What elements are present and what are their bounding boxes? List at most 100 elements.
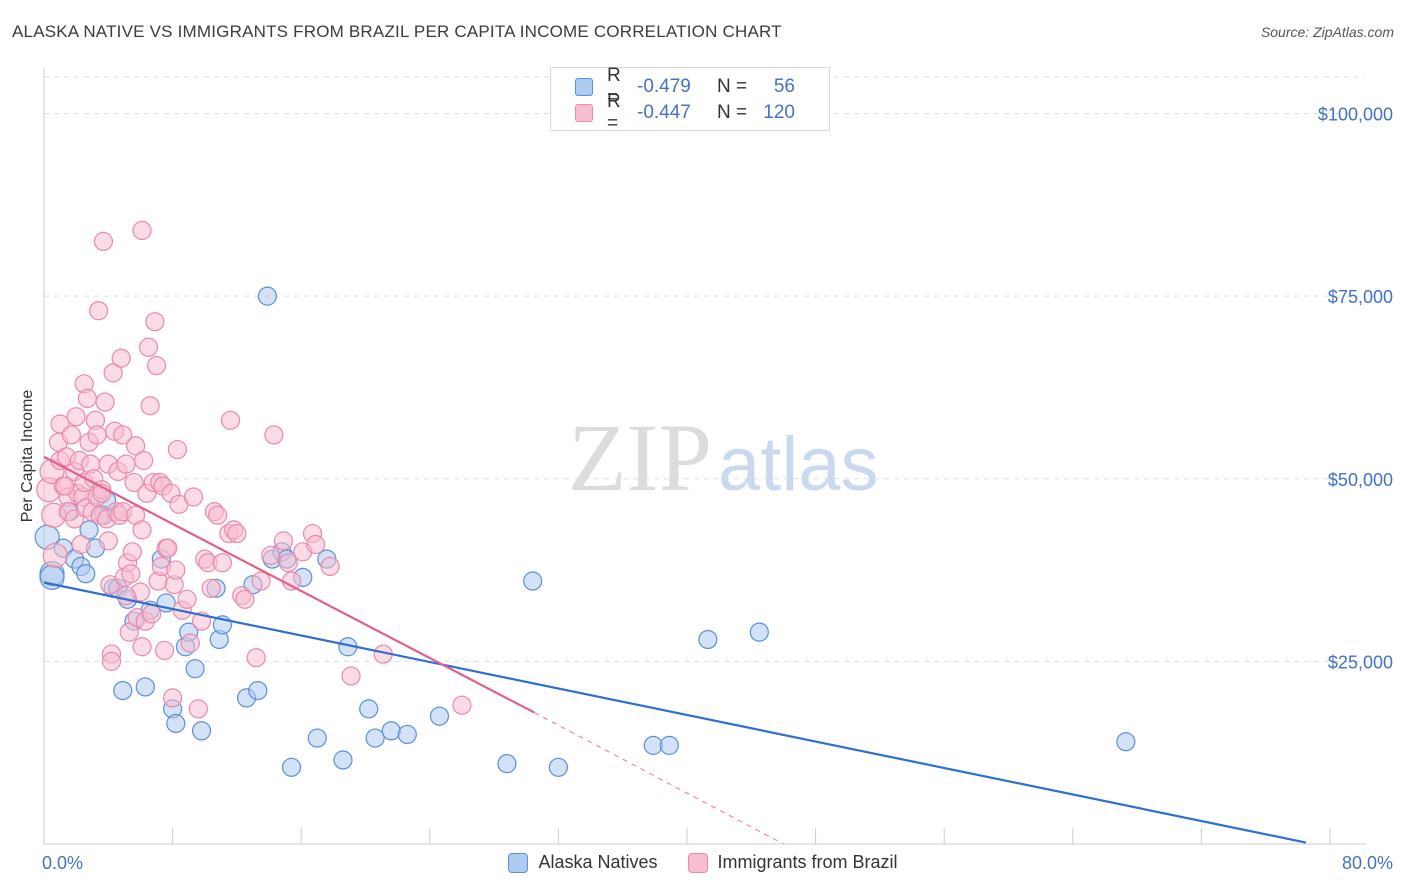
alaska-native-point	[113, 680, 133, 701]
legend-label-brazil: Immigrants from Brazil	[717, 852, 898, 872]
watermark-atlas: atlas	[718, 422, 879, 507]
brazil-immigrant-point	[55, 476, 75, 496]
alaska-native-point	[659, 735, 679, 755]
y-tick-label: $25,000	[1328, 652, 1393, 672]
brazil-immigrant-point	[320, 556, 340, 577]
brazil-immigrant-point	[42, 542, 68, 569]
legend-swatch-alaska	[508, 852, 529, 873]
chart-title: ALASKA NATIVE VS IMMIGRANTS FROM BRAZIL …	[12, 22, 782, 41]
brazil-immigrant-point	[142, 604, 162, 624]
brazil-immigrant-point	[220, 410, 241, 430]
brazil-immigrant-point	[273, 531, 294, 551]
legend-n-label: N =	[717, 76, 748, 97]
brazil-immigrant-point	[66, 407, 86, 427]
brazil-immigrant-point	[163, 688, 183, 708]
legend-swatch-brazil	[575, 104, 593, 122]
alaska-native-point	[333, 750, 353, 770]
brazil-immigrant-point	[158, 538, 178, 558]
brazil-immigrant-point	[111, 348, 131, 368]
brazil-immigrant-point	[281, 571, 302, 591]
alaska-native-point	[548, 757, 569, 777]
correlation-legend: R = -0.479 N = 56 R = -0.447 N = 120	[550, 65, 830, 134]
brazil-immigrant-point	[116, 586, 136, 606]
x-tick-label-min: 0.0%	[42, 853, 83, 873]
alaska-native-point	[359, 699, 379, 719]
alaska-native-point	[397, 724, 417, 745]
legend-item-immigrants-from-brazil: Immigrants from Brazil	[687, 852, 898, 873]
brazil-immigrant-point	[121, 564, 141, 584]
brazil-trend-line	[43, 455, 535, 714]
y-tick-label: $50,000	[1328, 470, 1393, 490]
axes	[43, 68, 1366, 845]
alaska-native-point	[698, 629, 718, 650]
brazil-immigrant-point	[145, 312, 165, 332]
alaska-native-point	[523, 571, 543, 591]
brazil-immigrant-point	[89, 301, 109, 321]
y-tick-label: $75,000	[1328, 287, 1393, 307]
brazil-immigrant-point	[212, 553, 233, 573]
alaska-native-point	[248, 680, 268, 701]
legend-r-label: R =	[607, 91, 621, 134]
legend-label-alaska: Alaska Natives	[538, 852, 658, 872]
brazil-immigrant-point	[146, 355, 167, 376]
brazil-immigrant-point	[132, 520, 152, 540]
brazil-immigrant-point	[208, 505, 228, 525]
x-tick-label-max: 80.0%	[1342, 853, 1393, 873]
brazil-immigrant-point	[306, 534, 326, 555]
brazil-immigrant-point	[116, 454, 136, 474]
alaska-native-point	[76, 564, 96, 584]
watermark-zip: ZIP	[568, 404, 712, 511]
tick-labels: $25,000 $50,000 $75,000 $100,000 0.0% 80.0%	[42, 105, 1393, 873]
brazil-immigrant-point	[61, 425, 81, 445]
brazil-immigrant-point	[93, 231, 114, 251]
brazil-immigrant-point	[452, 695, 472, 715]
alaska-native-point	[166, 713, 186, 734]
brazil-immigrant-point	[132, 637, 152, 657]
brazil-immigrant-point	[138, 337, 159, 357]
brazil-immigrant-point	[132, 220, 152, 240]
legend-swatch-alaska	[575, 78, 593, 96]
brazil-immigrant-point	[166, 560, 186, 580]
brazil-immigrant-point	[134, 450, 154, 471]
legend-r-label: R =	[607, 65, 621, 108]
brazil-immigrant-point	[177, 589, 197, 609]
brazil-trend-extension	[534, 711, 784, 845]
alaska-native-point	[307, 728, 327, 748]
gridlines	[44, 76, 1366, 662]
brazil-immigrant-point	[122, 542, 143, 562]
legend-item-alaska-natives: Alaska Natives	[508, 852, 658, 873]
legend-n-value: 56	[773, 76, 795, 97]
brazil-immigrant-point	[264, 425, 284, 445]
brazil-immigrant-point	[103, 363, 123, 383]
alaska-native-point	[257, 286, 278, 306]
alaska-native-point	[429, 706, 450, 726]
alaska-native-point	[365, 728, 385, 748]
brazil-immigrant-point	[167, 439, 188, 460]
alaska-native-point	[79, 520, 99, 540]
brazil-immigrant-point	[341, 666, 361, 686]
brazil-immigrant-point	[154, 640, 175, 661]
alaska-native-point	[749, 622, 769, 642]
alaska-trend-line	[43, 581, 1307, 844]
legend-row-brazil: R = -0.447 N = 120	[575, 91, 795, 134]
brazil-immigrant-point	[77, 388, 98, 409]
watermark: ZIP atlas	[568, 404, 879, 511]
brazil-immigrant-point	[113, 425, 133, 445]
brazil-immigrant-point	[227, 523, 247, 544]
legend-n-value: 120	[763, 102, 795, 123]
brazil-immigrant-point	[180, 633, 200, 653]
alaska-native-point	[497, 754, 517, 774]
alaska-native-point	[135, 677, 155, 697]
alaska-native-point	[191, 721, 212, 741]
legend-swatch-brazil	[687, 852, 708, 873]
brazil-immigrant-point	[119, 622, 139, 642]
y-tick-label: $100,000	[1318, 105, 1393, 125]
legend-r-value: -0.447	[637, 102, 691, 123]
brazil-immigrant-point	[87, 425, 107, 445]
alaska-native-point	[281, 757, 302, 777]
brazil-immigrant-point	[183, 487, 204, 507]
legend-r-value: -0.479	[637, 76, 691, 97]
legend-n-label: N =	[717, 102, 748, 123]
brazil-immigrant-point	[95, 392, 115, 412]
